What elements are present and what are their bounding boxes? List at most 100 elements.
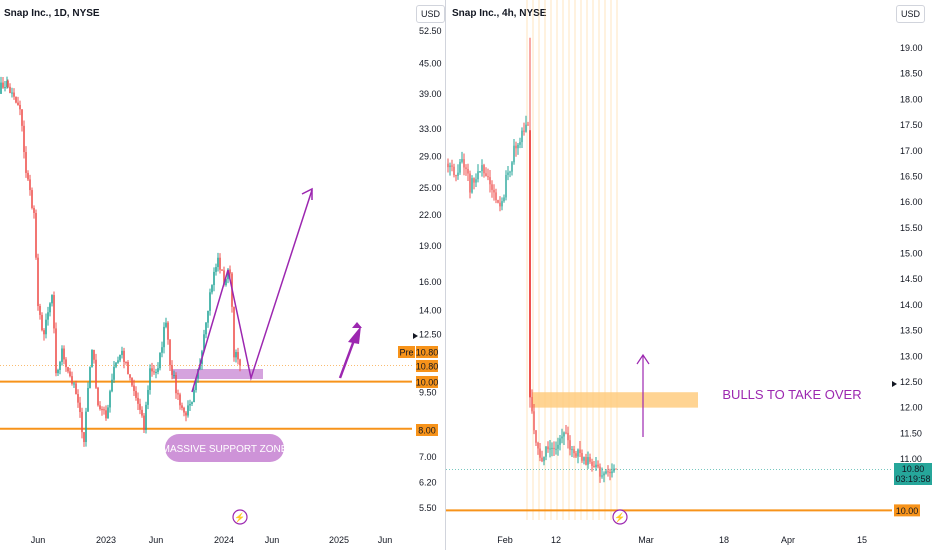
right-chart-canvas[interactable]: 19.00 18.50 18.00 17.50 17.00 16.50 16.00 15.50…	[446, 0, 932, 550]
left-candle-body	[21, 109, 23, 126]
left-candle-body	[39, 306, 41, 315]
right-candle-body	[459, 161, 461, 173]
right-candle-body	[473, 178, 475, 183]
left-candle-body	[149, 368, 151, 390]
left-candle-body	[71, 376, 73, 384]
left-candle-body	[113, 366, 115, 380]
right-chart-title: Snap Inc., 4h, NYSE	[452, 8, 547, 19]
left-y-tick-label: 6.20	[419, 478, 437, 488]
right-y-tick-label: 15.00	[900, 249, 923, 259]
left-chart-canvas[interactable]: 52.50 45.00 39.00 33.00 29.00 25.00 22.00 19.00…	[0, 0, 445, 550]
right-candle-body	[595, 464, 597, 468]
left-candle-body	[37, 257, 39, 307]
right-candle-body	[471, 178, 473, 193]
right-session-stripe	[586, 0, 588, 520]
right-candle-body	[553, 447, 555, 450]
left-candle-body	[111, 379, 113, 392]
right-x-tick-label: Feb	[497, 535, 513, 545]
left-candle-body	[15, 96, 17, 103]
left-candle-body	[139, 403, 141, 410]
right-axis-marker	[892, 381, 897, 387]
right-candle-body	[451, 165, 453, 167]
right-currency-button[interactable]: USD	[896, 5, 926, 23]
right-candle-body	[547, 446, 549, 450]
right-candle-body	[483, 165, 485, 174]
left-x-tick-label: Jun	[378, 535, 393, 545]
left-chart-title: Snap Inc., 1D, NYSE	[4, 8, 100, 19]
left-candle-body	[225, 279, 227, 286]
left-candle-body	[2, 82, 4, 88]
left-candle-body	[163, 326, 165, 348]
left-y-tick-label: 33.00	[419, 124, 442, 134]
left-candle-body	[103, 409, 105, 411]
pane-divider[interactable]	[445, 0, 446, 550]
right-candle-body	[605, 471, 607, 474]
left-candle-body	[135, 391, 137, 398]
right-candle-body	[521, 130, 523, 143]
right-candle-body	[507, 172, 509, 175]
left-candle-body	[9, 86, 11, 93]
right-annotation-text: BULLS TO TAKE OVER	[722, 387, 861, 402]
right-candle-body	[555, 448, 557, 450]
left-candle-body	[73, 383, 75, 385]
right-candle-body	[469, 173, 471, 193]
right-candle-body	[591, 461, 593, 466]
right-y-tick-label: 14.00	[900, 300, 923, 310]
left-lightning-icon[interactable]	[232, 509, 248, 525]
left-candle-body	[131, 377, 133, 386]
left-candle-body	[191, 402, 193, 405]
left-annotation-pill[interactable]	[165, 434, 284, 462]
right-session-stripe	[556, 0, 558, 520]
left-candle-body	[179, 394, 181, 406]
left-currency-button[interactable]: USD	[416, 5, 445, 23]
left-candle-body	[61, 348, 63, 362]
left-candle-body	[31, 190, 33, 208]
right-x-tick-label: 18	[719, 535, 729, 545]
left-y-tick-label: 29.00	[419, 151, 442, 161]
left-candle-body	[221, 269, 223, 271]
left-candle-body	[105, 410, 107, 419]
left-candle-body	[125, 361, 127, 363]
right-support-label: 10.00	[896, 506, 919, 516]
right-candle-body	[601, 475, 603, 477]
right-candle-body	[457, 172, 459, 176]
right-candle-body	[607, 471, 609, 473]
right-candle-body	[479, 171, 481, 173]
left-candle-body	[151, 368, 153, 372]
right-resistance-zone[interactable]	[532, 392, 698, 408]
left-support-zone-box[interactable]	[172, 369, 263, 379]
left-y-tick-label: 22.00	[419, 210, 442, 220]
left-price-label: 10.80	[416, 362, 439, 372]
right-y-tick-label: 17.50	[900, 120, 923, 130]
left-candle-body	[173, 375, 175, 377]
right-lightning-icon[interactable]	[612, 509, 628, 525]
left-chart-pane[interactable]: Snap Inc., 1D, NYSE USD 52.50 45.00 39.00 3…	[0, 0, 445, 550]
left-y-tick-label: 16.00	[419, 277, 442, 287]
right-chart-pane[interactable]: Snap Inc., 4h, NYSE USD 19.00 18.50 18.00 1…	[446, 0, 932, 550]
left-projection-path[interactable]	[191, 189, 313, 393]
right-candle-body	[525, 124, 527, 132]
left-candle-body	[161, 347, 163, 353]
left-candle-body	[155, 371, 157, 373]
right-session-stripe	[604, 0, 606, 520]
left-x-tick-label: Jun	[31, 535, 46, 545]
left-candle-body	[237, 352, 239, 360]
left-candle-body	[101, 409, 103, 411]
right-candle-body	[489, 177, 491, 185]
left-x-tick-label: 2023	[96, 535, 116, 545]
right-candle-body	[567, 432, 569, 441]
right-candle-body	[577, 449, 579, 457]
right-lightning-glyph: ⚡	[614, 512, 625, 524]
left-candle-body	[27, 172, 29, 180]
left-price-label: 8.00	[418, 426, 436, 436]
right-gap-body[interactable]	[529, 130, 531, 398]
left-price-label: 10.00	[416, 378, 439, 388]
right-candle-body	[453, 166, 455, 176]
left-candle-body	[153, 371, 155, 373]
right-candle-body	[571, 449, 573, 451]
left-candle-body	[187, 405, 189, 416]
right-candle-body	[455, 175, 457, 177]
left-pre-badge	[398, 346, 415, 358]
right-session-stripe	[580, 0, 582, 520]
right-session-stripe	[568, 0, 570, 520]
